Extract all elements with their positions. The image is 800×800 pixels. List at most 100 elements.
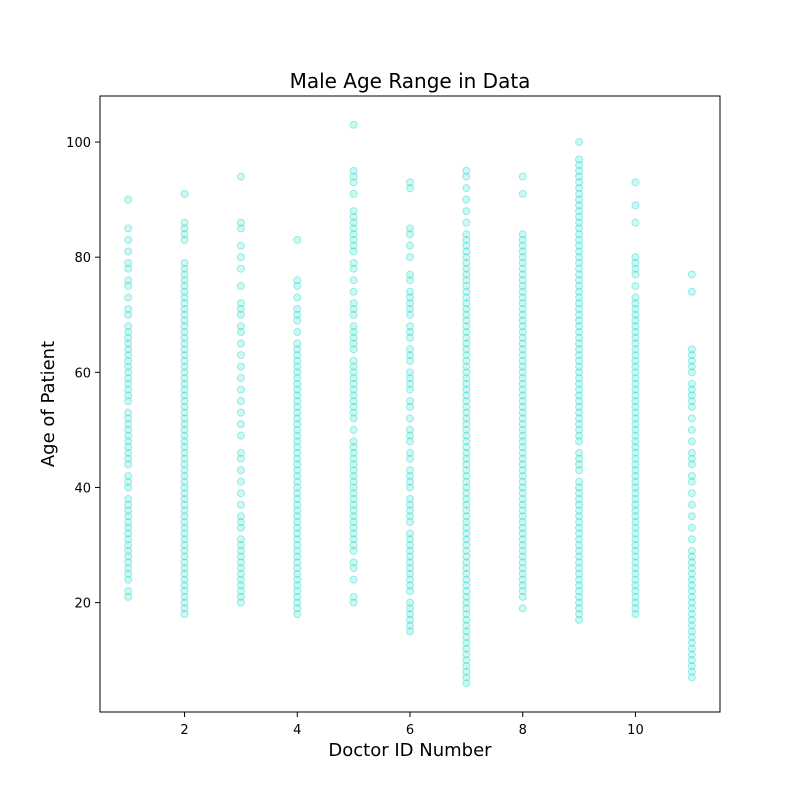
data-point	[180, 483, 189, 492]
data-point	[687, 379, 696, 388]
data-point	[631, 402, 640, 411]
data-point	[631, 201, 640, 210]
data-point	[406, 241, 414, 250]
data-point	[406, 351, 414, 360]
data-point	[575, 592, 584, 601]
data-point	[236, 305, 245, 314]
data-point	[631, 218, 640, 227]
data-point	[293, 512, 302, 521]
data-point	[349, 414, 358, 423]
data-point	[293, 414, 302, 423]
data-point	[518, 604, 527, 613]
data-point	[124, 281, 133, 290]
data-point	[349, 425, 358, 434]
data-point	[406, 575, 414, 584]
data-point	[462, 414, 471, 423]
data-point	[406, 500, 414, 509]
data-point	[575, 207, 584, 216]
data-point	[518, 351, 527, 360]
data-point	[575, 477, 584, 486]
data-point	[462, 604, 471, 613]
data-point	[518, 281, 527, 290]
data-point	[236, 569, 245, 578]
data-point	[124, 546, 133, 555]
data-point	[293, 385, 302, 394]
data-point	[462, 610, 471, 619]
data-point	[236, 408, 245, 417]
data-point	[575, 138, 584, 147]
data-point	[236, 489, 245, 498]
y-tick-label: 60	[74, 366, 91, 381]
data-point	[575, 512, 584, 521]
data-point	[631, 448, 640, 457]
data-point	[518, 276, 527, 285]
data-point	[180, 218, 189, 227]
data-point	[124, 247, 133, 256]
data-point	[462, 552, 471, 561]
data-point	[349, 362, 358, 371]
data-point	[293, 305, 302, 314]
data-point	[236, 592, 245, 601]
data-point	[180, 604, 189, 613]
data-point	[124, 322, 133, 331]
data-point	[349, 575, 358, 584]
data-point	[462, 494, 471, 503]
data-point	[406, 356, 414, 365]
data-point	[180, 305, 189, 314]
data-point	[180, 414, 189, 423]
data-point	[124, 500, 133, 509]
data-point	[124, 477, 133, 486]
data-point	[518, 270, 527, 279]
data-point	[687, 368, 696, 377]
data-point	[349, 477, 358, 486]
data-point	[180, 374, 189, 383]
data-point	[293, 345, 302, 354]
data-point	[631, 529, 640, 538]
data-point	[180, 189, 189, 198]
data-point	[124, 379, 133, 388]
data-point	[462, 351, 471, 360]
data-point	[406, 454, 414, 463]
data-point	[406, 466, 414, 475]
data-point	[575, 264, 584, 273]
data-point	[349, 598, 358, 607]
data-point	[293, 489, 302, 498]
data-point	[462, 621, 471, 630]
data-point	[293, 483, 302, 492]
data-point	[236, 420, 245, 429]
data-point	[575, 483, 584, 492]
data-point	[575, 454, 584, 463]
data-point	[462, 420, 471, 429]
data-point	[631, 253, 640, 262]
data-point	[518, 253, 527, 262]
data-point	[180, 397, 189, 406]
data-point	[236, 518, 245, 527]
data-point	[575, 529, 584, 538]
data-point	[124, 541, 133, 550]
data-point	[180, 454, 189, 463]
data-point	[349, 258, 358, 267]
data-point	[687, 448, 696, 457]
x-tick-label: 6	[406, 723, 414, 738]
data-point	[518, 235, 527, 244]
data-point	[518, 466, 527, 475]
data-point	[687, 535, 696, 544]
data-point	[180, 362, 189, 371]
data-point	[462, 638, 471, 647]
data-point	[518, 494, 527, 503]
data-point	[349, 541, 358, 550]
data-point	[180, 224, 189, 233]
data-point	[180, 328, 189, 337]
data-point	[293, 506, 302, 515]
data-point	[631, 299, 640, 308]
data-point	[575, 201, 584, 210]
data-point	[406, 546, 414, 555]
data-point	[124, 391, 133, 400]
data-point	[575, 195, 584, 204]
data-point	[462, 293, 471, 302]
data-point	[518, 535, 527, 544]
data-point	[518, 448, 527, 457]
data-point	[631, 258, 640, 267]
data-point	[180, 293, 189, 302]
data-point	[236, 218, 245, 227]
